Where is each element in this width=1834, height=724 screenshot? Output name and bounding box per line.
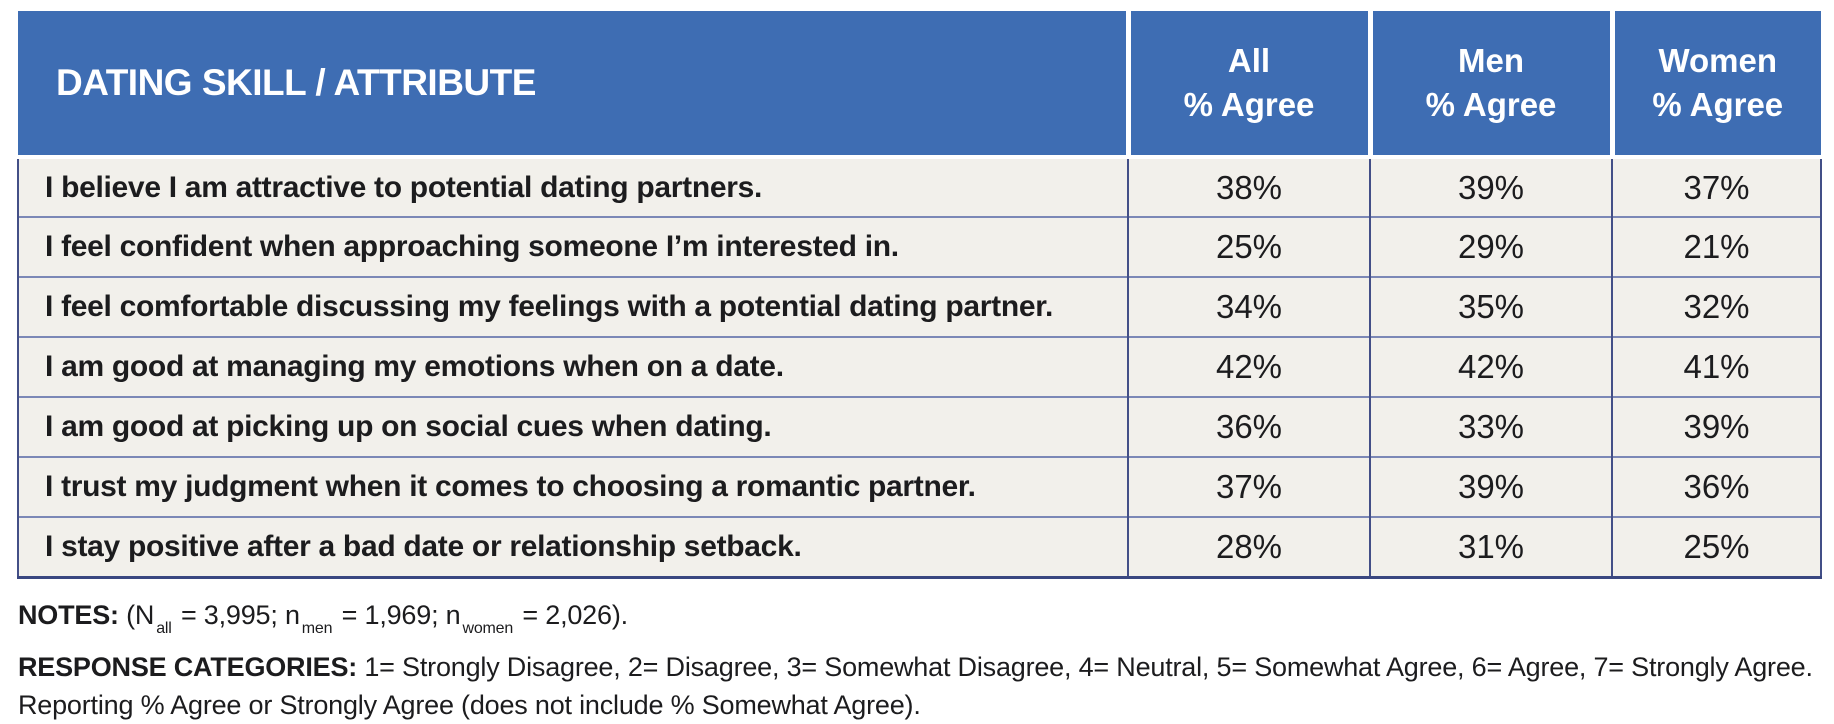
table-row: I feel confident when approaching someon… [17, 216, 1822, 277]
column-header-all-line1: All [1227, 42, 1271, 80]
column-header-men-line2: % Agree [1425, 86, 1557, 123]
column-header-men-line1: Men [1458, 42, 1524, 80]
column-header-all: All % Agree [1125, 11, 1370, 159]
value-cell-men: 33% [1369, 396, 1612, 457]
notes-text-segment: (N [126, 599, 155, 630]
table-row: I stay positive after a bad date or rela… [17, 516, 1822, 579]
response-categories-reporting-note: Reporting % Agree or Strongly Agree (doe… [18, 689, 921, 720]
attribute-cell: I feel confident when approaching someon… [17, 216, 1128, 277]
value-cell-all: 28% [1127, 516, 1370, 579]
table-header: DATING SKILL / ATTRIBUTE All % Agree Men… [18, 11, 1821, 159]
table-body: I believe I am attractive to potential d… [17, 156, 1822, 579]
notes-section: NOTES: (N all = 3,995; n men = 1,969; n wom… [18, 599, 1820, 637]
value-cell-all: 34% [1127, 276, 1370, 337]
value-cell-women: 36% [1611, 456, 1822, 517]
response-categories-section: RESPONSE CATEGORIES: 1= Strongly Disagre… [18, 648, 1820, 724]
dating-skills-table: DATING SKILL / ATTRIBUTE All % Agree Men… [17, 11, 1822, 579]
notes-text-segment: = 3,995; n [173, 599, 300, 630]
column-header-women: Women % Agree [1609, 11, 1821, 159]
value-cell-all: 38% [1127, 156, 1370, 217]
value-cell-men: 39% [1369, 156, 1612, 217]
header-row: DATING SKILL / ATTRIBUTE All % Agree Men… [18, 11, 1821, 159]
notes-subscript-women: women [462, 619, 514, 637]
column-header-all-line2: % Agree [1183, 86, 1315, 123]
table-row: I trust my judgment when it comes to cho… [17, 456, 1822, 517]
attribute-cell: I stay positive after a bad date or rela… [17, 516, 1128, 579]
attribute-cell: I am good at picking up on social cues w… [17, 396, 1128, 457]
attribute-cell: I feel comfortable discussing my feeling… [17, 276, 1128, 337]
table-row: I am good at managing my emotions when o… [17, 336, 1822, 397]
value-cell-men: 29% [1369, 216, 1612, 277]
value-cell-women: 25% [1611, 516, 1822, 579]
attribute-cell: I trust my judgment when it comes to cho… [17, 456, 1128, 517]
value-cell-men: 39% [1369, 456, 1612, 517]
table-row: I feel comfortable discussing my feeling… [17, 276, 1822, 337]
notes-label: NOTES: [18, 599, 119, 630]
response-categories-label: RESPONSE CATEGORIES: [18, 651, 358, 682]
notes-subscript-men: men [301, 619, 333, 637]
column-header-attribute: DATING SKILL / ATTRIBUTE [18, 11, 1128, 159]
value-cell-all: 37% [1127, 456, 1370, 517]
value-cell-women: 37% [1611, 156, 1822, 217]
notes-subscript-all: all [156, 619, 172, 637]
notes-text-segment: = 1,969; n [334, 599, 461, 630]
value-cell-all: 42% [1127, 336, 1370, 397]
notes-text-segment: = 2,026). [515, 599, 628, 630]
column-header-women-line2: % Agree [1652, 86, 1784, 123]
value-cell-all: 36% [1127, 396, 1370, 457]
value-cell-women: 21% [1611, 216, 1822, 277]
value-cell-women: 39% [1611, 396, 1822, 457]
column-header-women-line1: Women [1658, 42, 1778, 80]
value-cell-women: 32% [1611, 276, 1822, 337]
value-cell-men: 42% [1369, 336, 1612, 397]
table-row: I am good at picking up on social cues w… [17, 396, 1822, 457]
response-categories-text: 1= Strongly Disagree, 2= Disagree, 3= So… [357, 651, 1813, 682]
attribute-cell: I believe I am attractive to potential d… [17, 156, 1128, 217]
value-cell-men: 35% [1369, 276, 1612, 337]
table-row: I believe I am attractive to potential d… [17, 156, 1822, 217]
value-cell-women: 41% [1611, 336, 1822, 397]
attribute-cell: I am good at managing my emotions when o… [17, 336, 1128, 397]
value-cell-men: 31% [1369, 516, 1612, 579]
value-cell-all: 25% [1127, 216, 1370, 277]
column-header-men: Men % Agree [1367, 11, 1612, 159]
